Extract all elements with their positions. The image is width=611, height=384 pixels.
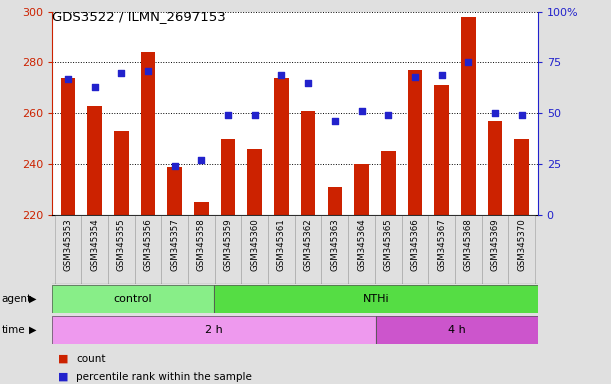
Bar <box>52 316 376 344</box>
Text: GSM345358: GSM345358 <box>197 218 206 271</box>
Bar <box>108 215 134 284</box>
Text: GSM345370: GSM345370 <box>517 218 526 271</box>
Text: ▶: ▶ <box>29 294 37 304</box>
Text: GSM345369: GSM345369 <box>491 218 499 271</box>
Text: GSM345362: GSM345362 <box>304 218 313 271</box>
Bar <box>508 215 535 284</box>
Bar <box>274 78 289 215</box>
Bar <box>408 70 422 215</box>
Bar <box>167 167 182 215</box>
Bar <box>247 149 262 215</box>
Bar <box>214 285 538 313</box>
Text: GSM345367: GSM345367 <box>437 218 446 271</box>
Point <box>170 163 180 169</box>
Point <box>410 74 420 80</box>
Bar <box>434 85 449 215</box>
Text: GSM345361: GSM345361 <box>277 218 286 271</box>
Point <box>250 112 260 118</box>
Text: GSM345360: GSM345360 <box>251 218 259 271</box>
Text: GSM345364: GSM345364 <box>357 218 366 271</box>
Bar <box>514 139 529 215</box>
Point <box>463 59 473 65</box>
Bar <box>241 215 268 284</box>
Bar <box>54 215 81 284</box>
Text: GSM345353: GSM345353 <box>64 218 73 271</box>
Bar <box>348 215 375 284</box>
Bar <box>214 285 538 313</box>
Bar <box>301 111 315 215</box>
Bar <box>295 215 321 284</box>
Bar <box>52 285 214 313</box>
Text: GDS3522 / ILMN_2697153: GDS3522 / ILMN_2697153 <box>52 10 225 23</box>
Bar <box>141 52 155 215</box>
Point <box>63 76 73 82</box>
Text: NTHi: NTHi <box>362 294 389 304</box>
Bar <box>375 215 401 284</box>
Text: ■: ■ <box>58 354 68 364</box>
Bar <box>81 215 108 284</box>
Text: 4 h: 4 h <box>448 325 466 335</box>
Bar <box>481 215 508 284</box>
Text: GSM345356: GSM345356 <box>144 218 153 271</box>
Text: 2 h: 2 h <box>205 325 223 335</box>
Bar <box>52 285 214 313</box>
Point <box>490 110 500 116</box>
Bar <box>134 215 161 284</box>
Bar <box>376 316 538 344</box>
Bar <box>428 215 455 284</box>
Text: GSM345355: GSM345355 <box>117 218 126 271</box>
Bar <box>376 316 538 344</box>
Text: GSM345368: GSM345368 <box>464 218 473 271</box>
Bar <box>321 215 348 284</box>
Text: count: count <box>76 354 106 364</box>
Bar <box>354 164 369 215</box>
Point <box>357 108 367 114</box>
Point <box>143 68 153 74</box>
Point <box>223 112 233 118</box>
Point <box>517 112 527 118</box>
Text: ■: ■ <box>58 372 68 382</box>
Text: control: control <box>114 294 152 304</box>
Point <box>383 112 393 118</box>
Text: ▶: ▶ <box>29 325 37 335</box>
Text: GSM345365: GSM345365 <box>384 218 393 271</box>
Bar <box>188 215 214 284</box>
Point <box>277 71 287 78</box>
Bar <box>401 215 428 284</box>
Bar <box>87 106 102 215</box>
Bar <box>461 17 475 215</box>
Point <box>437 71 447 78</box>
Bar <box>161 215 188 284</box>
Bar <box>455 215 481 284</box>
Bar <box>60 78 75 215</box>
Bar <box>381 151 395 215</box>
Bar <box>214 215 241 284</box>
Bar <box>268 215 295 284</box>
Bar <box>194 202 209 215</box>
Bar <box>52 316 376 344</box>
Text: time: time <box>2 325 26 335</box>
Text: GSM345363: GSM345363 <box>331 218 339 271</box>
Text: GSM345366: GSM345366 <box>411 218 419 271</box>
Text: GSM345357: GSM345357 <box>170 218 179 271</box>
Bar <box>114 131 129 215</box>
Point <box>117 70 126 76</box>
Point <box>303 79 313 86</box>
Point <box>330 118 340 124</box>
Text: GSM345359: GSM345359 <box>224 218 233 271</box>
Text: percentile rank within the sample: percentile rank within the sample <box>76 372 252 382</box>
Bar <box>488 121 502 215</box>
Point <box>197 157 207 163</box>
Bar <box>327 187 342 215</box>
Text: GSM345354: GSM345354 <box>90 218 99 271</box>
Point <box>90 84 100 90</box>
Bar <box>221 139 235 215</box>
Text: agent: agent <box>2 294 32 304</box>
